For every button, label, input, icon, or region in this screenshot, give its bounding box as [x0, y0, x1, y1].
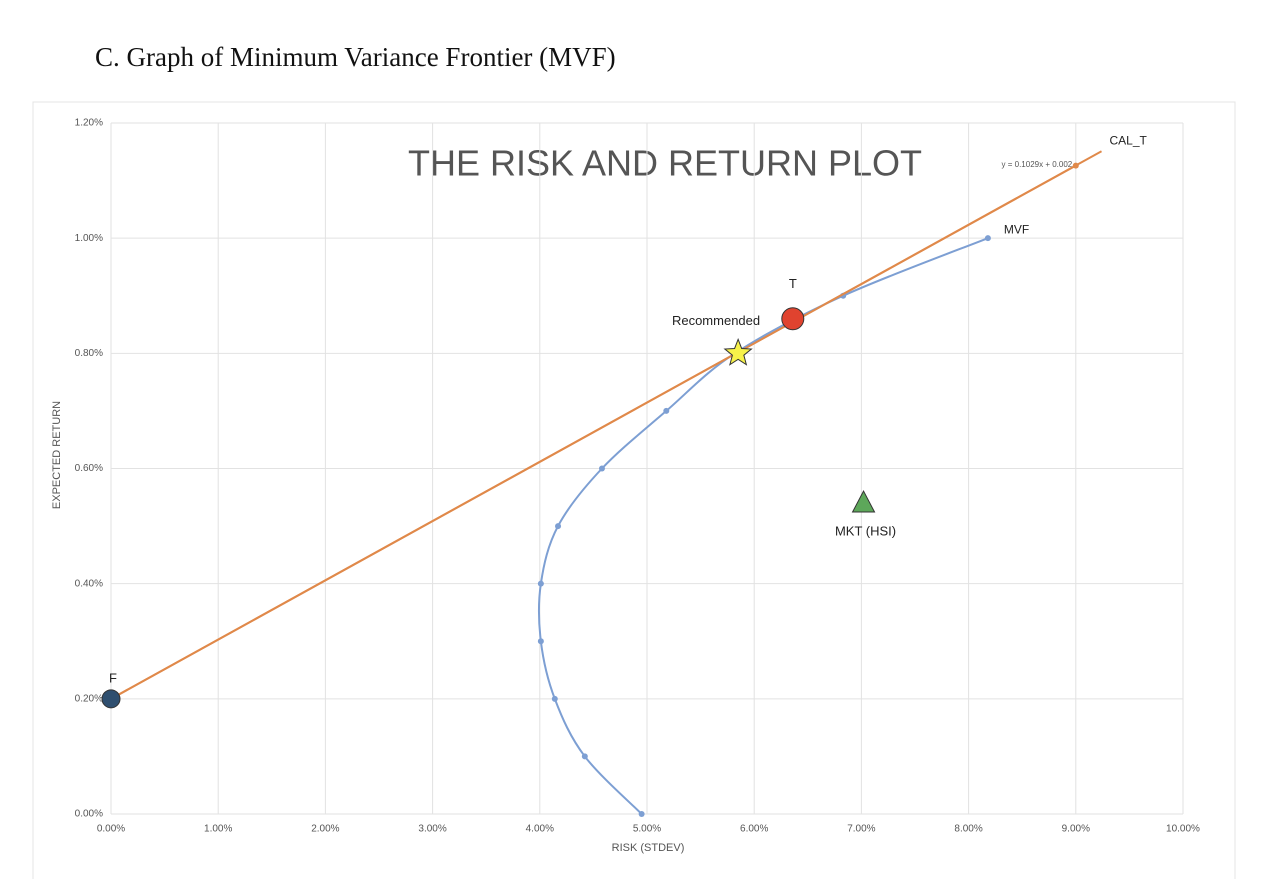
x-tick-label: 5.00%	[633, 824, 661, 835]
series-point	[663, 407, 670, 414]
x-tick-label: 10.00%	[1166, 824, 1200, 835]
x-tick-label: 2.00%	[311, 824, 339, 835]
x-tick-label: 8.00%	[954, 824, 982, 835]
point-marker	[781, 307, 805, 331]
y-tick-label: 0.00%	[75, 809, 103, 820]
point-label: Recommended	[672, 313, 760, 328]
series-line	[110, 164, 1077, 700]
series-label: CAL_T	[1110, 133, 1148, 147]
series-point	[984, 235, 991, 242]
y-tick-label: 0.60%	[75, 463, 103, 474]
x-tick-label: 3.00%	[418, 824, 446, 835]
series-point	[598, 465, 605, 472]
y-tick-label: 0.20%	[75, 693, 103, 704]
point-marker	[851, 489, 876, 513]
y-tick-label: 1.20%	[75, 118, 103, 129]
x-tick-label: 9.00%	[1062, 824, 1090, 835]
series-point	[1072, 162, 1079, 169]
x-tick-label: 0.00%	[97, 824, 125, 835]
series-point	[581, 753, 588, 760]
x-tick-label: 7.00%	[847, 824, 875, 835]
series-point	[551, 695, 558, 702]
x-axis-label: RISK (STDEV)	[612, 842, 685, 854]
series-point	[537, 580, 544, 587]
chart-frame	[32, 101, 1236, 884]
series-line	[537, 237, 989, 815]
point-marker	[723, 337, 753, 366]
trendline-label: y = 0.1029x + 0.002	[1002, 160, 1073, 169]
y-tick-label: 0.40%	[75, 578, 103, 589]
series-label: MVF	[1004, 222, 1029, 236]
y-tick-label: 0.80%	[75, 348, 103, 359]
y-tick-label: 1.00%	[75, 233, 103, 244]
x-tick-label: 4.00%	[526, 824, 554, 835]
series-point	[537, 638, 544, 645]
chart-title: THE RISK AND RETURN PLOT	[408, 143, 922, 184]
point-label: MKT (HSI)	[835, 523, 896, 538]
x-tick-label: 1.00%	[204, 824, 232, 835]
y-axis-label: EXPECTED RETURN	[51, 401, 63, 509]
point-label: T	[789, 276, 797, 291]
series-point	[638, 811, 645, 817]
point-marker	[101, 689, 121, 709]
heading: C. Graph of Minimum Variance Frontier (M…	[95, 42, 616, 72]
series-point	[555, 523, 562, 530]
x-tick-label: 6.00%	[740, 824, 768, 835]
point-label: F	[109, 670, 117, 685]
